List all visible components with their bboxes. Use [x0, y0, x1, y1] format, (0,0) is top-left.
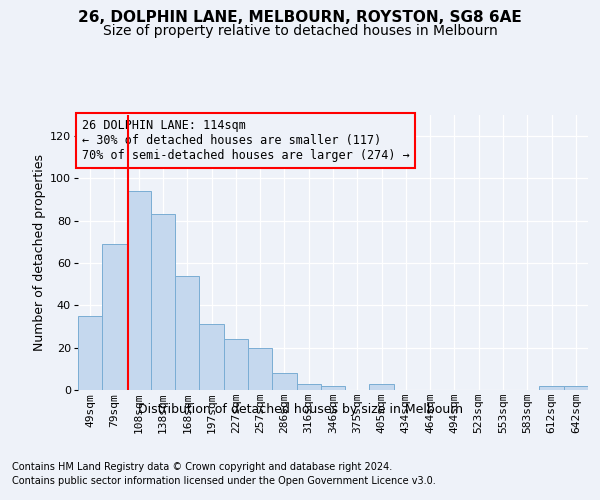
Bar [370, 384, 394, 390]
Bar [272, 373, 296, 390]
Bar [78, 316, 102, 390]
Text: 26, DOLPHIN LANE, MELBOURN, ROYSTON, SG8 6AE: 26, DOLPHIN LANE, MELBOURN, ROYSTON, SG8… [78, 10, 522, 25]
Text: Contains HM Land Registry data © Crown copyright and database right 2024.: Contains HM Land Registry data © Crown c… [12, 462, 392, 472]
Text: 26 DOLPHIN LANE: 114sqm
← 30% of detached houses are smaller (117)
70% of semi-d: 26 DOLPHIN LANE: 114sqm ← 30% of detache… [82, 119, 409, 162]
Bar [321, 386, 345, 390]
Text: Contains public sector information licensed under the Open Government Licence v3: Contains public sector information licen… [12, 476, 436, 486]
Bar [224, 339, 248, 390]
Bar [539, 386, 564, 390]
Bar [199, 324, 224, 390]
Bar [248, 348, 272, 390]
Text: Size of property relative to detached houses in Melbourn: Size of property relative to detached ho… [103, 24, 497, 38]
Bar [151, 214, 175, 390]
Bar [175, 276, 199, 390]
Bar [564, 386, 588, 390]
Bar [296, 384, 321, 390]
Bar [102, 244, 127, 390]
Y-axis label: Number of detached properties: Number of detached properties [33, 154, 46, 351]
Text: Distribution of detached houses by size in Melbourn: Distribution of detached houses by size … [137, 402, 463, 415]
Bar [127, 191, 151, 390]
